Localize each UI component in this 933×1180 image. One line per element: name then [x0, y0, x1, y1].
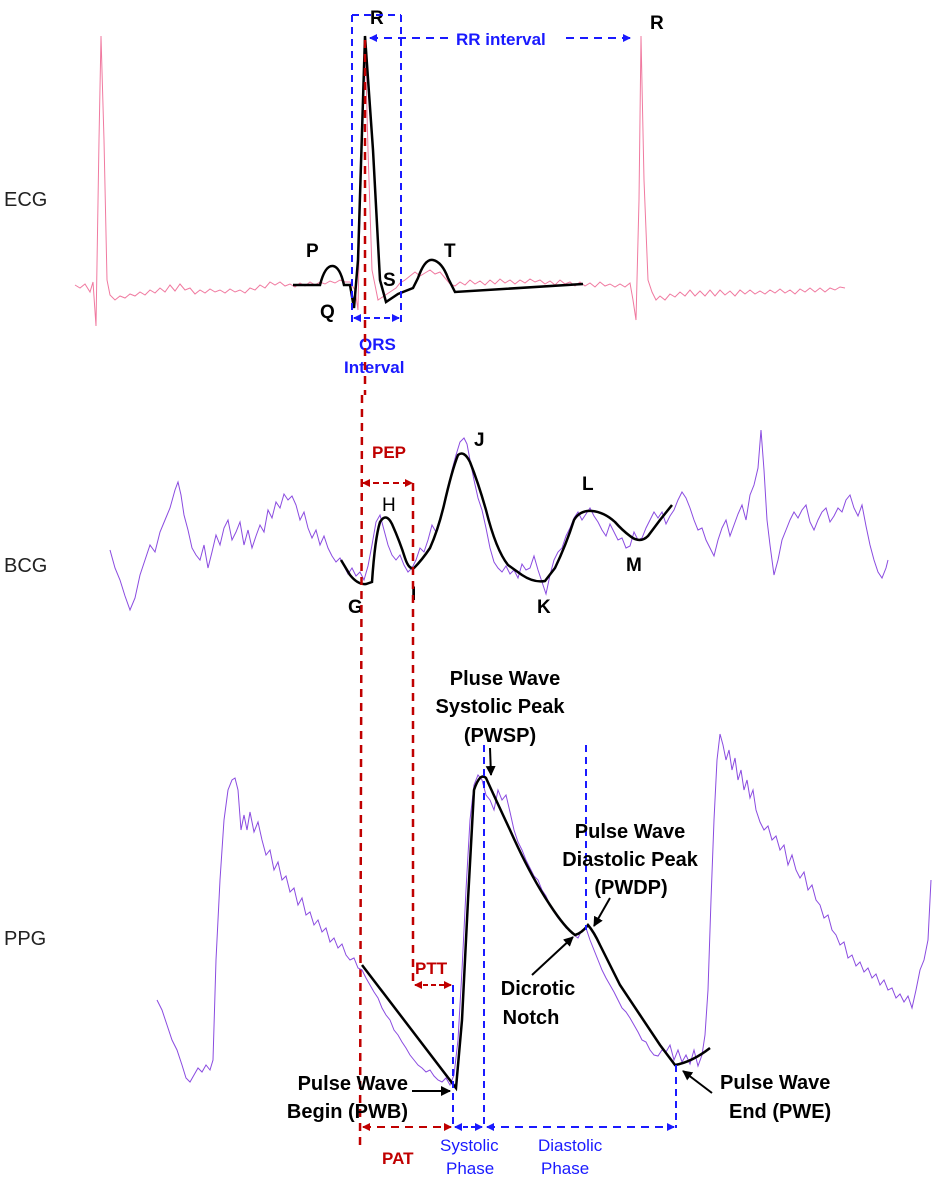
dicrotic-pointer-arrow: [531, 936, 574, 976]
ecg-t-wave-label: T: [444, 241, 456, 262]
bcg-signal-label: BCG: [4, 555, 47, 577]
pat-label: PAT: [382, 1149, 414, 1168]
pwe-pointer-arrow: [682, 1070, 713, 1094]
rr-interval-label: RR interval: [456, 30, 546, 49]
ppg-panel: PPG Systolic Phase Diastolic Phase PTT P…: [4, 668, 932, 1178]
systolic-label-line1: Systolic: [440, 1136, 499, 1155]
pwe-label-line2: End (PWE): [729, 1101, 831, 1123]
pwdp-label-line2: Diastolic Peak: [562, 849, 699, 871]
ptt-label: PTT: [415, 959, 448, 978]
bcg-raw-trace: [109, 429, 889, 612]
pwsp-label-line3: (PWSP): [464, 725, 536, 747]
bcg-panel: BCG H J L G I K M PEP: [4, 429, 889, 618]
bcg-g-wave-label: G: [348, 597, 363, 618]
pwb-label-line1: Pulse Wave: [298, 1073, 408, 1095]
bcg-h-wave-label: H: [382, 495, 396, 516]
ppg-raw-trace: [156, 733, 932, 1087]
ecg-q-point-label: Q: [320, 302, 335, 323]
bcg-i-wave-label: I: [411, 584, 416, 605]
ecg-signal-label: ECG: [4, 189, 47, 211]
ppg-template-waveform: [361, 775, 711, 1092]
ao-alignment-line: [358, 394, 364, 1149]
pwe-label-line1: Pulse Wave: [720, 1072, 830, 1094]
ecg-p-wave-label: P: [306, 241, 319, 262]
ecg-r-peak-label: R: [370, 8, 384, 29]
ecg-next-r-peak-label: R: [650, 13, 664, 34]
systolic-label-line2: Phase: [446, 1159, 494, 1178]
rr-label-bg: [450, 28, 562, 50]
pwb-label-line2: Begin (PWB): [287, 1101, 408, 1123]
qrs-label-line1: QRS: [359, 335, 396, 354]
diastolic-label-line2: Phase: [541, 1159, 589, 1178]
pwdp-label-line1: Pulse Wave: [575, 821, 685, 843]
bcg-m-wave-label: M: [626, 555, 642, 576]
bcg-l-wave-label: L: [582, 474, 594, 495]
ppg-signal-label: PPG: [4, 928, 46, 950]
bcg-k-wave-label: K: [537, 597, 551, 618]
diastolic-label-line1: Diastolic: [538, 1136, 603, 1155]
qrs-label-line2: Interval: [344, 358, 404, 377]
ecg-template-waveform: [293, 35, 584, 309]
ecg-raw-trace: [74, 35, 846, 327]
pwsp-label-line2: Systolic Peak: [436, 696, 566, 718]
pwsp-label-line1: Pluse Wave: [450, 668, 560, 690]
bcg-j-wave-label: J: [474, 430, 485, 451]
ecg-s-point-label: S: [383, 270, 396, 291]
pep-label: PEP: [372, 443, 406, 462]
pwdp-pointer-arrow: [593, 897, 611, 927]
ecg-panel: ECG R R P Q S T RR interval QRS Interval: [4, 8, 846, 377]
pwdp-label-line3: (PWDP): [594, 877, 667, 899]
pwsp-pointer-arrow: [485, 747, 496, 776]
dicrotic-label-line2: Notch: [503, 1007, 560, 1029]
bcg-template-waveform: [339, 452, 673, 586]
dicrotic-label-line1: Dicrotic: [501, 978, 575, 1000]
